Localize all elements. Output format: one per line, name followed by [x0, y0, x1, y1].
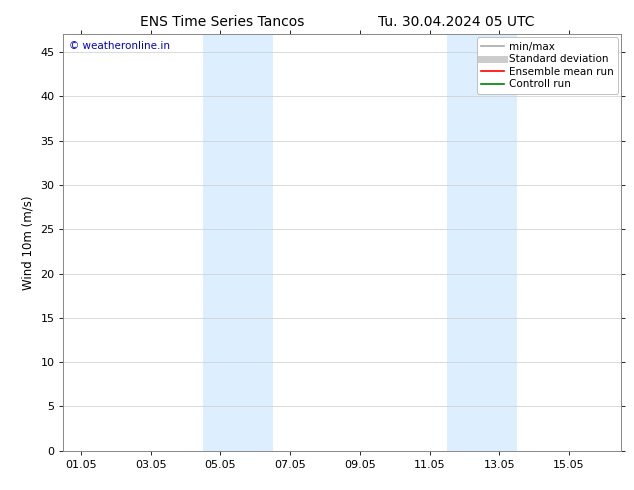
Bar — [447, 34, 517, 451]
Bar — [203, 34, 273, 451]
Text: Tu. 30.04.2024 05 UTC: Tu. 30.04.2024 05 UTC — [378, 15, 534, 29]
Legend: min/max, Standard deviation, Ensemble mean run, Controll run: min/max, Standard deviation, Ensemble me… — [477, 37, 618, 94]
Y-axis label: Wind 10m (m/s): Wind 10m (m/s) — [22, 196, 35, 290]
Text: © weatheronline.in: © weatheronline.in — [69, 41, 170, 50]
Text: ENS Time Series Tancos: ENS Time Series Tancos — [139, 15, 304, 29]
